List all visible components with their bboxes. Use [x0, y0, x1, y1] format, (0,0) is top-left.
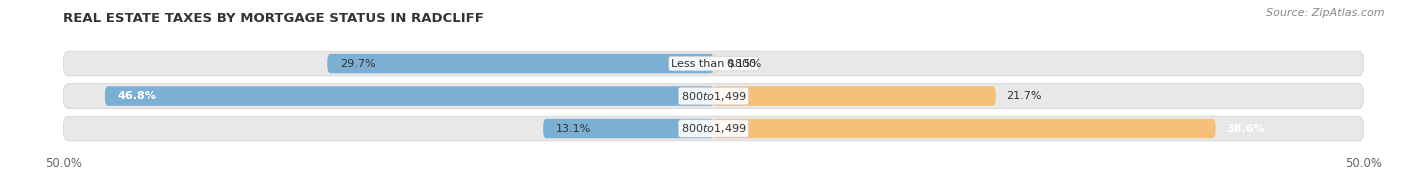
Text: 29.7%: 29.7%: [340, 59, 375, 69]
FancyBboxPatch shape: [543, 119, 713, 138]
Text: $800 to $1,499: $800 to $1,499: [681, 122, 747, 135]
FancyBboxPatch shape: [63, 84, 1364, 108]
Text: 21.7%: 21.7%: [1007, 91, 1042, 101]
FancyBboxPatch shape: [713, 119, 1216, 138]
Text: 38.6%: 38.6%: [1226, 123, 1264, 133]
Text: 46.8%: 46.8%: [118, 91, 156, 101]
Text: Source: ZipAtlas.com: Source: ZipAtlas.com: [1267, 8, 1385, 18]
Text: REAL ESTATE TAXES BY MORTGAGE STATUS IN RADCLIFF: REAL ESTATE TAXES BY MORTGAGE STATUS IN …: [63, 12, 484, 24]
Text: $800 to $1,499: $800 to $1,499: [681, 90, 747, 103]
Text: 0.15%: 0.15%: [725, 59, 761, 69]
FancyBboxPatch shape: [713, 54, 717, 73]
Text: 13.1%: 13.1%: [557, 123, 592, 133]
FancyBboxPatch shape: [105, 86, 713, 106]
FancyBboxPatch shape: [63, 116, 1364, 141]
FancyBboxPatch shape: [328, 54, 713, 73]
FancyBboxPatch shape: [713, 86, 995, 106]
FancyBboxPatch shape: [63, 51, 1364, 76]
Text: Less than $800: Less than $800: [671, 59, 756, 69]
